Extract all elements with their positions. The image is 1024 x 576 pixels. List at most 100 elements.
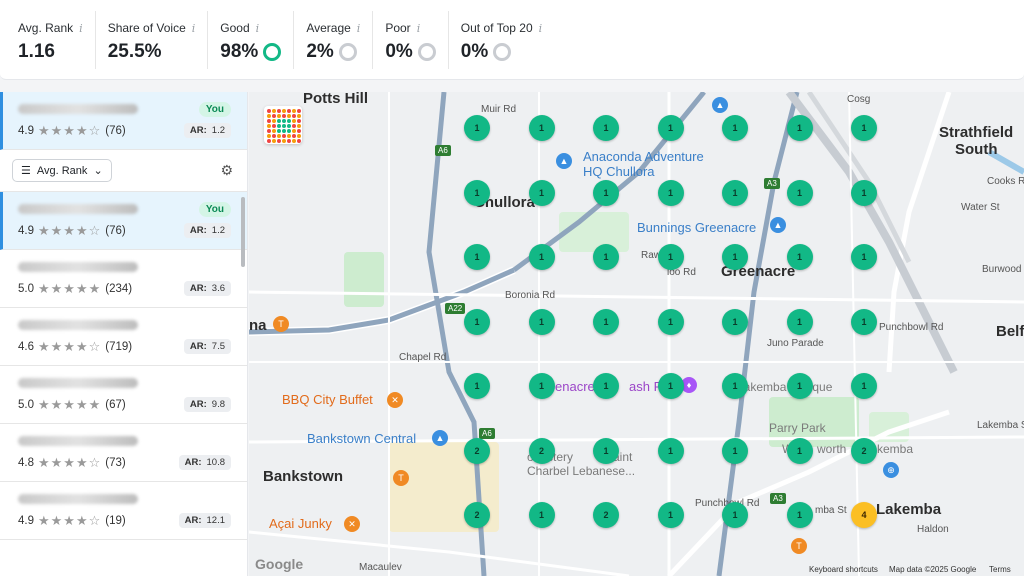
rank-pin[interactable]: 1 bbox=[464, 308, 490, 335]
info-icon[interactable]: i bbox=[79, 21, 83, 35]
poi-marker-icon[interactable]: ▲ bbox=[432, 430, 448, 446]
map-label: Cosg bbox=[847, 94, 871, 105]
rank-pin[interactable]: 2 bbox=[464, 502, 490, 528]
gear-icon[interactable]: ⚙ bbox=[220, 162, 233, 178]
metric-4: Poor i 0% bbox=[373, 11, 449, 69]
rank-pin[interactable]: 1 bbox=[722, 437, 748, 464]
rank-pin[interactable]: 1 bbox=[657, 373, 684, 399]
rank-pin[interactable]: 1 bbox=[851, 308, 877, 335]
metric-label: Share of Voice i bbox=[108, 21, 196, 35]
rank-pin[interactable]: 1 bbox=[722, 115, 748, 141]
rank-pin[interactable]: 1 bbox=[657, 502, 684, 528]
metric-label: Poor i bbox=[385, 21, 435, 35]
ar-badge: AR: 10.8 bbox=[178, 455, 231, 470]
rank-pin[interactable]: 1 bbox=[786, 115, 813, 141]
legend-dot bbox=[287, 114, 291, 118]
terms-link[interactable]: Terms bbox=[989, 565, 1011, 574]
poi-marker-icon[interactable]: ⊕ bbox=[883, 462, 899, 478]
rank-pin[interactable]: 1 bbox=[593, 308, 619, 335]
rank-pin[interactable]: 1 bbox=[657, 115, 684, 141]
rank-pin[interactable]: 2 bbox=[528, 437, 555, 464]
rank-pin[interactable]: 1 bbox=[722, 244, 748, 270]
rank-pin[interactable]: 1 bbox=[657, 437, 684, 464]
rank-pin[interactable]: 1 bbox=[722, 179, 748, 206]
rank-pin[interactable]: 1 bbox=[464, 244, 490, 270]
rank-pin[interactable]: 1 bbox=[593, 373, 619, 399]
rank-pin[interactable]: 1 bbox=[464, 373, 490, 399]
rank-pin[interactable]: 1 bbox=[786, 502, 813, 528]
metric-value-text: 0% bbox=[460, 41, 489, 62]
grid-legend-thumbnail[interactable] bbox=[264, 106, 302, 144]
rank-pin[interactable]: 4 bbox=[851, 502, 877, 528]
poi-marker-icon[interactable]: T bbox=[393, 470, 409, 486]
rank-pin[interactable]: 1 bbox=[657, 308, 684, 335]
rank-pin[interactable]: 1 bbox=[722, 502, 748, 528]
pinned-listing[interactable]: 4.9 ★★★★☆ (76) You AR: 1.2 bbox=[0, 92, 247, 150]
stars-icon: ★★★★☆ bbox=[38, 455, 102, 470]
list-item[interactable]: 4.9 ★★★★☆ (19) AR: 12.1 bbox=[0, 482, 247, 540]
poi-marker-icon[interactable]: ▲ bbox=[770, 217, 786, 233]
rank-pin[interactable]: 1 bbox=[851, 179, 877, 206]
poi-marker-icon[interactable]: ▲ bbox=[712, 97, 728, 113]
rank-pin[interactable]: 1 bbox=[528, 179, 555, 206]
list-item[interactable]: 4.6 ★★★★☆ (719) AR: 7.5 bbox=[0, 308, 247, 366]
rank-pin[interactable]: 2 bbox=[464, 437, 490, 464]
rank-pin[interactable]: 1 bbox=[851, 373, 877, 399]
rank-pin[interactable]: 1 bbox=[786, 244, 813, 270]
ar-badge: AR: 12.1 bbox=[178, 513, 231, 528]
info-icon[interactable]: i bbox=[191, 21, 196, 35]
poi-marker-icon[interactable]: ✕ bbox=[344, 516, 360, 532]
sort-dropdown[interactable]: ☰ Avg. Rank ⌄ bbox=[12, 159, 112, 182]
rank-pin[interactable]: 1 bbox=[786, 308, 813, 335]
rank-pin[interactable]: 1 bbox=[786, 437, 813, 464]
info-icon[interactable]: i bbox=[538, 21, 543, 35]
info-icon[interactable]: i bbox=[255, 21, 260, 35]
business-name-blurred bbox=[18, 204, 138, 214]
rank-pin[interactable]: 1 bbox=[528, 244, 555, 270]
stars-icon: ★★★★★ bbox=[38, 397, 102, 412]
rank-pin[interactable]: 1 bbox=[528, 502, 555, 528]
rank-pin[interactable]: 1 bbox=[657, 244, 684, 270]
rank-pin[interactable]: 1 bbox=[593, 115, 619, 141]
review-count: (76) bbox=[105, 125, 126, 137]
metric-value: 1.16 bbox=[18, 41, 83, 63]
info-icon[interactable]: i bbox=[416, 21, 421, 35]
rank-pin[interactable]: 1 bbox=[851, 115, 877, 141]
rank-pin[interactable]: 1 bbox=[528, 373, 555, 399]
poi-marker-icon[interactable]: ▲ bbox=[556, 153, 572, 169]
rank-pin[interactable]: 1 bbox=[786, 179, 813, 206]
rank-pin[interactable]: 1 bbox=[722, 308, 748, 335]
rank-pin[interactable]: 2 bbox=[851, 437, 877, 464]
info-icon[interactable]: i bbox=[356, 21, 361, 35]
rank-pin[interactable]: 1 bbox=[786, 373, 813, 399]
keyboard-shortcuts-link[interactable]: Keyboard shortcuts bbox=[809, 565, 878, 574]
rank-pin[interactable]: 1 bbox=[722, 373, 748, 399]
rank-pin[interactable]: 1 bbox=[593, 179, 619, 206]
poi-marker-icon[interactable]: T bbox=[273, 316, 289, 332]
rank-pin[interactable]: 1 bbox=[528, 308, 555, 335]
rank-pin[interactable]: 1 bbox=[657, 179, 684, 206]
metric-1: Share of Voice i 25.5% bbox=[96, 11, 209, 69]
route-shield: A3 bbox=[764, 178, 780, 189]
poi-marker-icon[interactable]: ♦ bbox=[681, 377, 697, 393]
map-view[interactable]: Google Keyboard shortcuts Map data ©2025… bbox=[249, 92, 1024, 576]
poi-marker-icon[interactable]: T bbox=[791, 538, 807, 554]
rank-pin[interactable]: 1 bbox=[851, 244, 877, 270]
legend-dot bbox=[297, 139, 301, 143]
scrollbar[interactable] bbox=[241, 197, 245, 267]
rank-pin[interactable]: 2 bbox=[593, 502, 619, 528]
list-item[interactable]: 4.8 ★★★★☆ (73) AR: 10.8 bbox=[0, 424, 247, 482]
rank-pin[interactable]: 1 bbox=[593, 437, 619, 464]
list-item[interactable]: 4.9 ★★★★☆ (76) You AR: 1.2 bbox=[0, 192, 247, 250]
poi-marker-icon[interactable]: ✕ bbox=[387, 392, 403, 408]
list-item[interactable]: 5.0 ★★★★★ (234) AR: 3.6 bbox=[0, 250, 247, 308]
list-item[interactable]: 5.0 ★★★★★ (67) AR: 9.8 bbox=[0, 366, 247, 424]
map-label: Açai Junky bbox=[269, 516, 332, 531]
sort-label: Avg. Rank bbox=[36, 164, 88, 177]
rank-pin[interactable]: 1 bbox=[593, 244, 619, 270]
legend-dot bbox=[292, 119, 296, 123]
map-label: Lakemba St bbox=[977, 420, 1024, 431]
rank-pin[interactable]: 1 bbox=[464, 115, 490, 141]
rank-pin[interactable]: 1 bbox=[528, 115, 555, 141]
rank-pin[interactable]: 1 bbox=[464, 179, 490, 206]
